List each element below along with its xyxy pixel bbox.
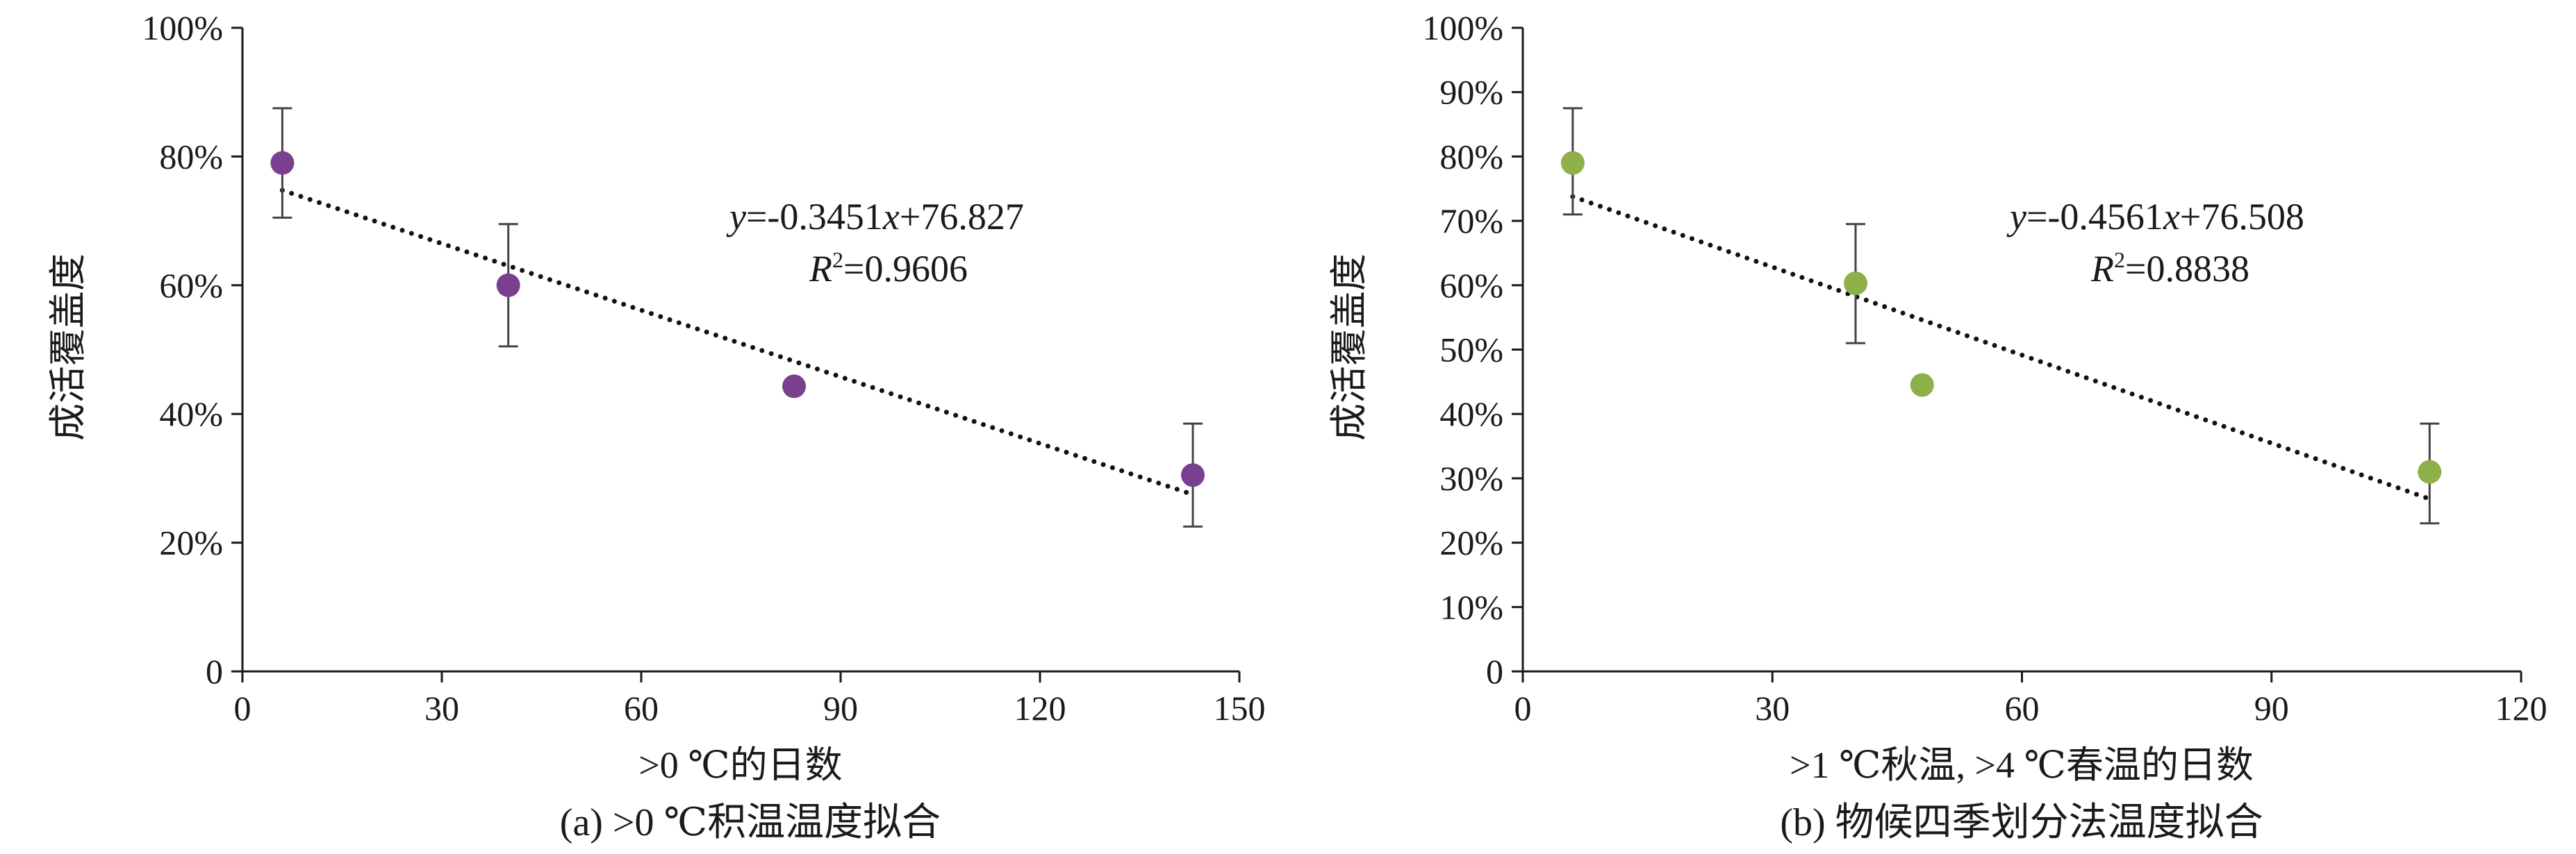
panel-a-eq-x: x	[882, 196, 900, 237]
panel-a-y-tick-label: 100%	[142, 8, 223, 47]
panel-b-y-tick-label: 20%	[1439, 524, 1503, 562]
panel-b-y-tick-label: 70%	[1439, 201, 1503, 240]
panel-a-r2-label: R	[809, 248, 832, 290]
panel-b-caption: (b) 物候四季划分法温度拟合	[1780, 801, 2263, 844]
panel-a-data-point	[1181, 463, 1205, 487]
panel-b-y-tick-label: 60%	[1439, 266, 1503, 305]
panel-b-r2-label: R	[2090, 248, 2114, 290]
panel-a-equation: y=-0.3451x+76.827	[726, 196, 1024, 237]
panel-a-eq-intercept: +76.827	[900, 196, 1024, 237]
panel-a-points	[270, 151, 1205, 487]
panel-b-y-tick-label: 30%	[1439, 459, 1503, 498]
panel-a-x-tick-label: 90	[823, 689, 858, 728]
panel-b-y-tick-label: 100%	[1422, 8, 1503, 47]
panel-a-x-tick-label: 0	[234, 689, 251, 728]
panel-b-eq-coef: =-0.4561	[2026, 196, 2163, 237]
panel-a-x-tick-label: 30	[424, 689, 459, 728]
panel-b-trendline	[1570, 194, 2432, 502]
panel-b-ylabel: 成活覆盖度	[1328, 253, 1370, 441]
panel-a-y-tick-label: 20%	[159, 524, 223, 562]
panel-b-r2-value: =0.8838	[2125, 248, 2249, 290]
panel-a-eq-y: y	[726, 196, 746, 237]
panel-b-x-tick-label: 30	[1755, 689, 1790, 728]
panel-a-error-bars	[272, 107, 1203, 528]
panel-a-caption: (a) >0 ℃积温温度拟合	[560, 801, 941, 844]
panel-b-data-point	[1910, 373, 1934, 397]
panel-b-r2-sup: 2	[2114, 247, 2125, 272]
panel-b-x-tick-label: 90	[2254, 689, 2289, 728]
panel-a-data-point	[496, 273, 520, 297]
panel-a-data-point	[782, 374, 807, 399]
panel-b-eq-x: x	[2163, 196, 2180, 237]
panel-b-x-tick-label: 120	[2495, 689, 2548, 728]
panel-b-y-tick-label: 40%	[1439, 394, 1503, 433]
panel-b-x-tick-label: 0	[1514, 689, 1532, 728]
panel-b-data-point	[2418, 460, 2442, 484]
panel-b-eq-y: y	[2006, 196, 2026, 237]
panel-b-points	[1560, 151, 2442, 484]
panel-a-y-tick-label: 0	[206, 652, 223, 691]
panel-b-trendline-group	[1570, 194, 2432, 502]
panel-b-xlabel: >1 ℃秋温, >4 ℃春温的日数	[1790, 744, 2254, 786]
panel-a-xlabel: >0 ℃的日数	[638, 744, 842, 786]
panel-a-x-tick-label: 150	[1214, 689, 1266, 728]
panel-a-y-tick-label: 80%	[159, 137, 223, 176]
panel-a: 0 20% 40% 60% 80% 100% 0 30 60 90 120 150 y=-0.345…	[47, 8, 1266, 844]
panel-b-y-tick-label: 10%	[1439, 587, 1503, 626]
panel-a-y-ticks: 0 20% 40% 60% 80% 100%	[142, 8, 242, 691]
panel-a-eq-coef: =-0.3451	[746, 196, 883, 237]
panel-b-data-point	[1844, 271, 1867, 296]
panel-b-x-tick-label: 60	[2005, 689, 2040, 728]
panel-a-r2: R2=0.9606	[809, 247, 968, 290]
panel-a-r2-sup: 2	[832, 247, 843, 272]
panel-b-r2: R2=0.8838	[2090, 247, 2249, 290]
panel-b-y-ticks: 0 10% 20% 30% 40% 50% 60% 70% 80% 90% 100%	[1422, 8, 1523, 691]
panel-b-error-bars	[1562, 107, 2440, 525]
panel-a-data-point	[270, 151, 295, 175]
panel-a-x-ticks: 0 30 60 90 120 150	[234, 671, 1266, 728]
panel-b-y-tick-label: 50%	[1439, 330, 1503, 369]
panel-b-y-tick-label: 0	[1486, 652, 1503, 691]
panel-b-x-ticks: 0 30 60 90 120	[1514, 671, 2548, 728]
panel-a-x-tick-label: 120	[1014, 689, 1066, 728]
panel-a-y-tick-label: 60%	[159, 266, 223, 305]
panel-a-x-tick-label: 60	[624, 689, 659, 728]
panel-b-equation: y=-0.4561x+76.508	[2006, 196, 2304, 237]
panel-b-y-tick-label: 90%	[1439, 73, 1503, 112]
panel-b: 0 10% 20% 30% 40% 50% 60% 70% 80% 90% 100% 0 30 60 90…	[1328, 8, 2548, 844]
panel-a-ylabel: 成活覆盖度	[47, 253, 89, 441]
panel-b-data-point	[1560, 151, 1585, 175]
panel-a-y-tick-label: 40%	[159, 394, 223, 433]
panel-a-r2-value: =0.9606	[843, 248, 968, 290]
panel-b-y-tick-label: 80%	[1439, 137, 1503, 176]
panel-b-eq-intercept: +76.508	[2180, 196, 2304, 237]
